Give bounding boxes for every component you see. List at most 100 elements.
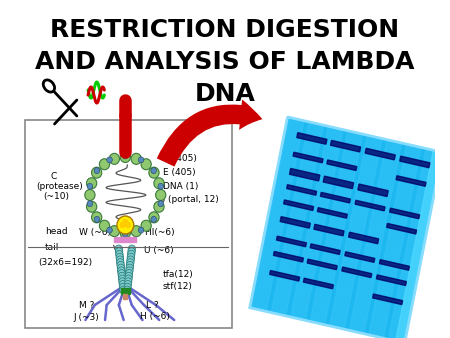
Bar xyxy=(25,120,231,328)
Circle shape xyxy=(107,157,112,163)
Polygon shape xyxy=(379,260,410,270)
Circle shape xyxy=(123,219,128,224)
Circle shape xyxy=(87,183,93,189)
Circle shape xyxy=(127,253,135,261)
Circle shape xyxy=(115,248,123,256)
Circle shape xyxy=(124,278,132,286)
Circle shape xyxy=(149,167,159,178)
Text: J (~3): J (~3) xyxy=(73,313,99,321)
Circle shape xyxy=(131,226,141,237)
Polygon shape xyxy=(355,200,385,211)
Text: stf(12): stf(12) xyxy=(162,283,193,291)
Circle shape xyxy=(158,201,163,207)
Circle shape xyxy=(94,168,100,174)
Circle shape xyxy=(126,267,133,275)
Bar xyxy=(123,294,127,299)
Circle shape xyxy=(117,267,125,275)
Circle shape xyxy=(94,216,100,222)
Text: tail: tail xyxy=(45,243,59,252)
Polygon shape xyxy=(349,140,401,334)
Circle shape xyxy=(91,167,102,178)
Text: V: V xyxy=(113,245,119,255)
Circle shape xyxy=(125,272,132,280)
Circle shape xyxy=(119,278,126,286)
Circle shape xyxy=(116,256,124,264)
Circle shape xyxy=(122,231,128,237)
FancyArrowPatch shape xyxy=(157,99,262,167)
Polygon shape xyxy=(342,267,372,277)
Circle shape xyxy=(151,216,157,222)
Circle shape xyxy=(158,183,163,189)
Text: DNA (1): DNA (1) xyxy=(162,182,198,191)
Polygon shape xyxy=(289,168,320,181)
Polygon shape xyxy=(291,126,343,320)
Polygon shape xyxy=(387,223,417,234)
Bar xyxy=(123,237,127,242)
Polygon shape xyxy=(348,232,378,244)
Circle shape xyxy=(117,261,124,269)
Text: L ?: L ? xyxy=(146,300,158,310)
Polygon shape xyxy=(323,176,354,189)
Circle shape xyxy=(123,286,131,294)
Circle shape xyxy=(87,201,93,207)
Polygon shape xyxy=(377,275,406,286)
Text: (protease): (protease) xyxy=(36,182,83,191)
Bar xyxy=(121,288,130,294)
Bar xyxy=(119,237,122,242)
Circle shape xyxy=(126,259,134,267)
Circle shape xyxy=(109,226,120,237)
Polygon shape xyxy=(358,184,388,197)
Text: tfa(12): tfa(12) xyxy=(162,270,194,280)
Text: E (405): E (405) xyxy=(162,168,195,176)
Polygon shape xyxy=(317,208,347,218)
Text: (~10): (~10) xyxy=(43,192,69,201)
Bar xyxy=(114,237,118,242)
Circle shape xyxy=(124,283,131,291)
Text: D (405): D (405) xyxy=(162,153,197,163)
Circle shape xyxy=(120,227,130,239)
Circle shape xyxy=(126,264,133,272)
Text: B (portal, 12): B (portal, 12) xyxy=(159,195,219,204)
Polygon shape xyxy=(330,140,360,152)
Polygon shape xyxy=(303,278,333,289)
Polygon shape xyxy=(271,122,324,316)
Circle shape xyxy=(149,212,159,223)
Circle shape xyxy=(120,286,127,294)
Circle shape xyxy=(117,259,124,267)
Circle shape xyxy=(128,245,135,253)
Circle shape xyxy=(122,153,128,159)
Text: U (~6): U (~6) xyxy=(144,245,174,255)
Circle shape xyxy=(124,281,131,289)
Polygon shape xyxy=(330,135,382,329)
Circle shape xyxy=(126,261,134,269)
Circle shape xyxy=(125,275,132,283)
Text: W (~6): W (~6) xyxy=(79,227,111,237)
Polygon shape xyxy=(314,224,344,236)
Polygon shape xyxy=(390,208,419,219)
Circle shape xyxy=(120,151,130,163)
Polygon shape xyxy=(400,156,430,168)
Polygon shape xyxy=(293,152,323,163)
Text: (32x6=192): (32x6=192) xyxy=(39,258,93,266)
Text: RESTRICTION DIGESTION: RESTRICTION DIGESTION xyxy=(50,18,400,42)
Circle shape xyxy=(118,270,125,277)
Circle shape xyxy=(118,275,126,283)
Circle shape xyxy=(126,222,130,227)
Circle shape xyxy=(99,220,110,231)
Circle shape xyxy=(154,201,164,212)
Circle shape xyxy=(117,264,125,272)
Circle shape xyxy=(125,270,133,277)
Polygon shape xyxy=(310,131,363,325)
Circle shape xyxy=(128,248,135,256)
Text: DNA: DNA xyxy=(194,82,256,106)
Text: C: C xyxy=(51,172,57,181)
Circle shape xyxy=(119,283,127,291)
Circle shape xyxy=(156,190,166,200)
Circle shape xyxy=(141,220,151,231)
Bar xyxy=(128,237,132,242)
Circle shape xyxy=(141,159,151,170)
Polygon shape xyxy=(270,270,300,281)
Circle shape xyxy=(138,227,144,233)
Polygon shape xyxy=(284,200,314,211)
Circle shape xyxy=(131,153,141,164)
